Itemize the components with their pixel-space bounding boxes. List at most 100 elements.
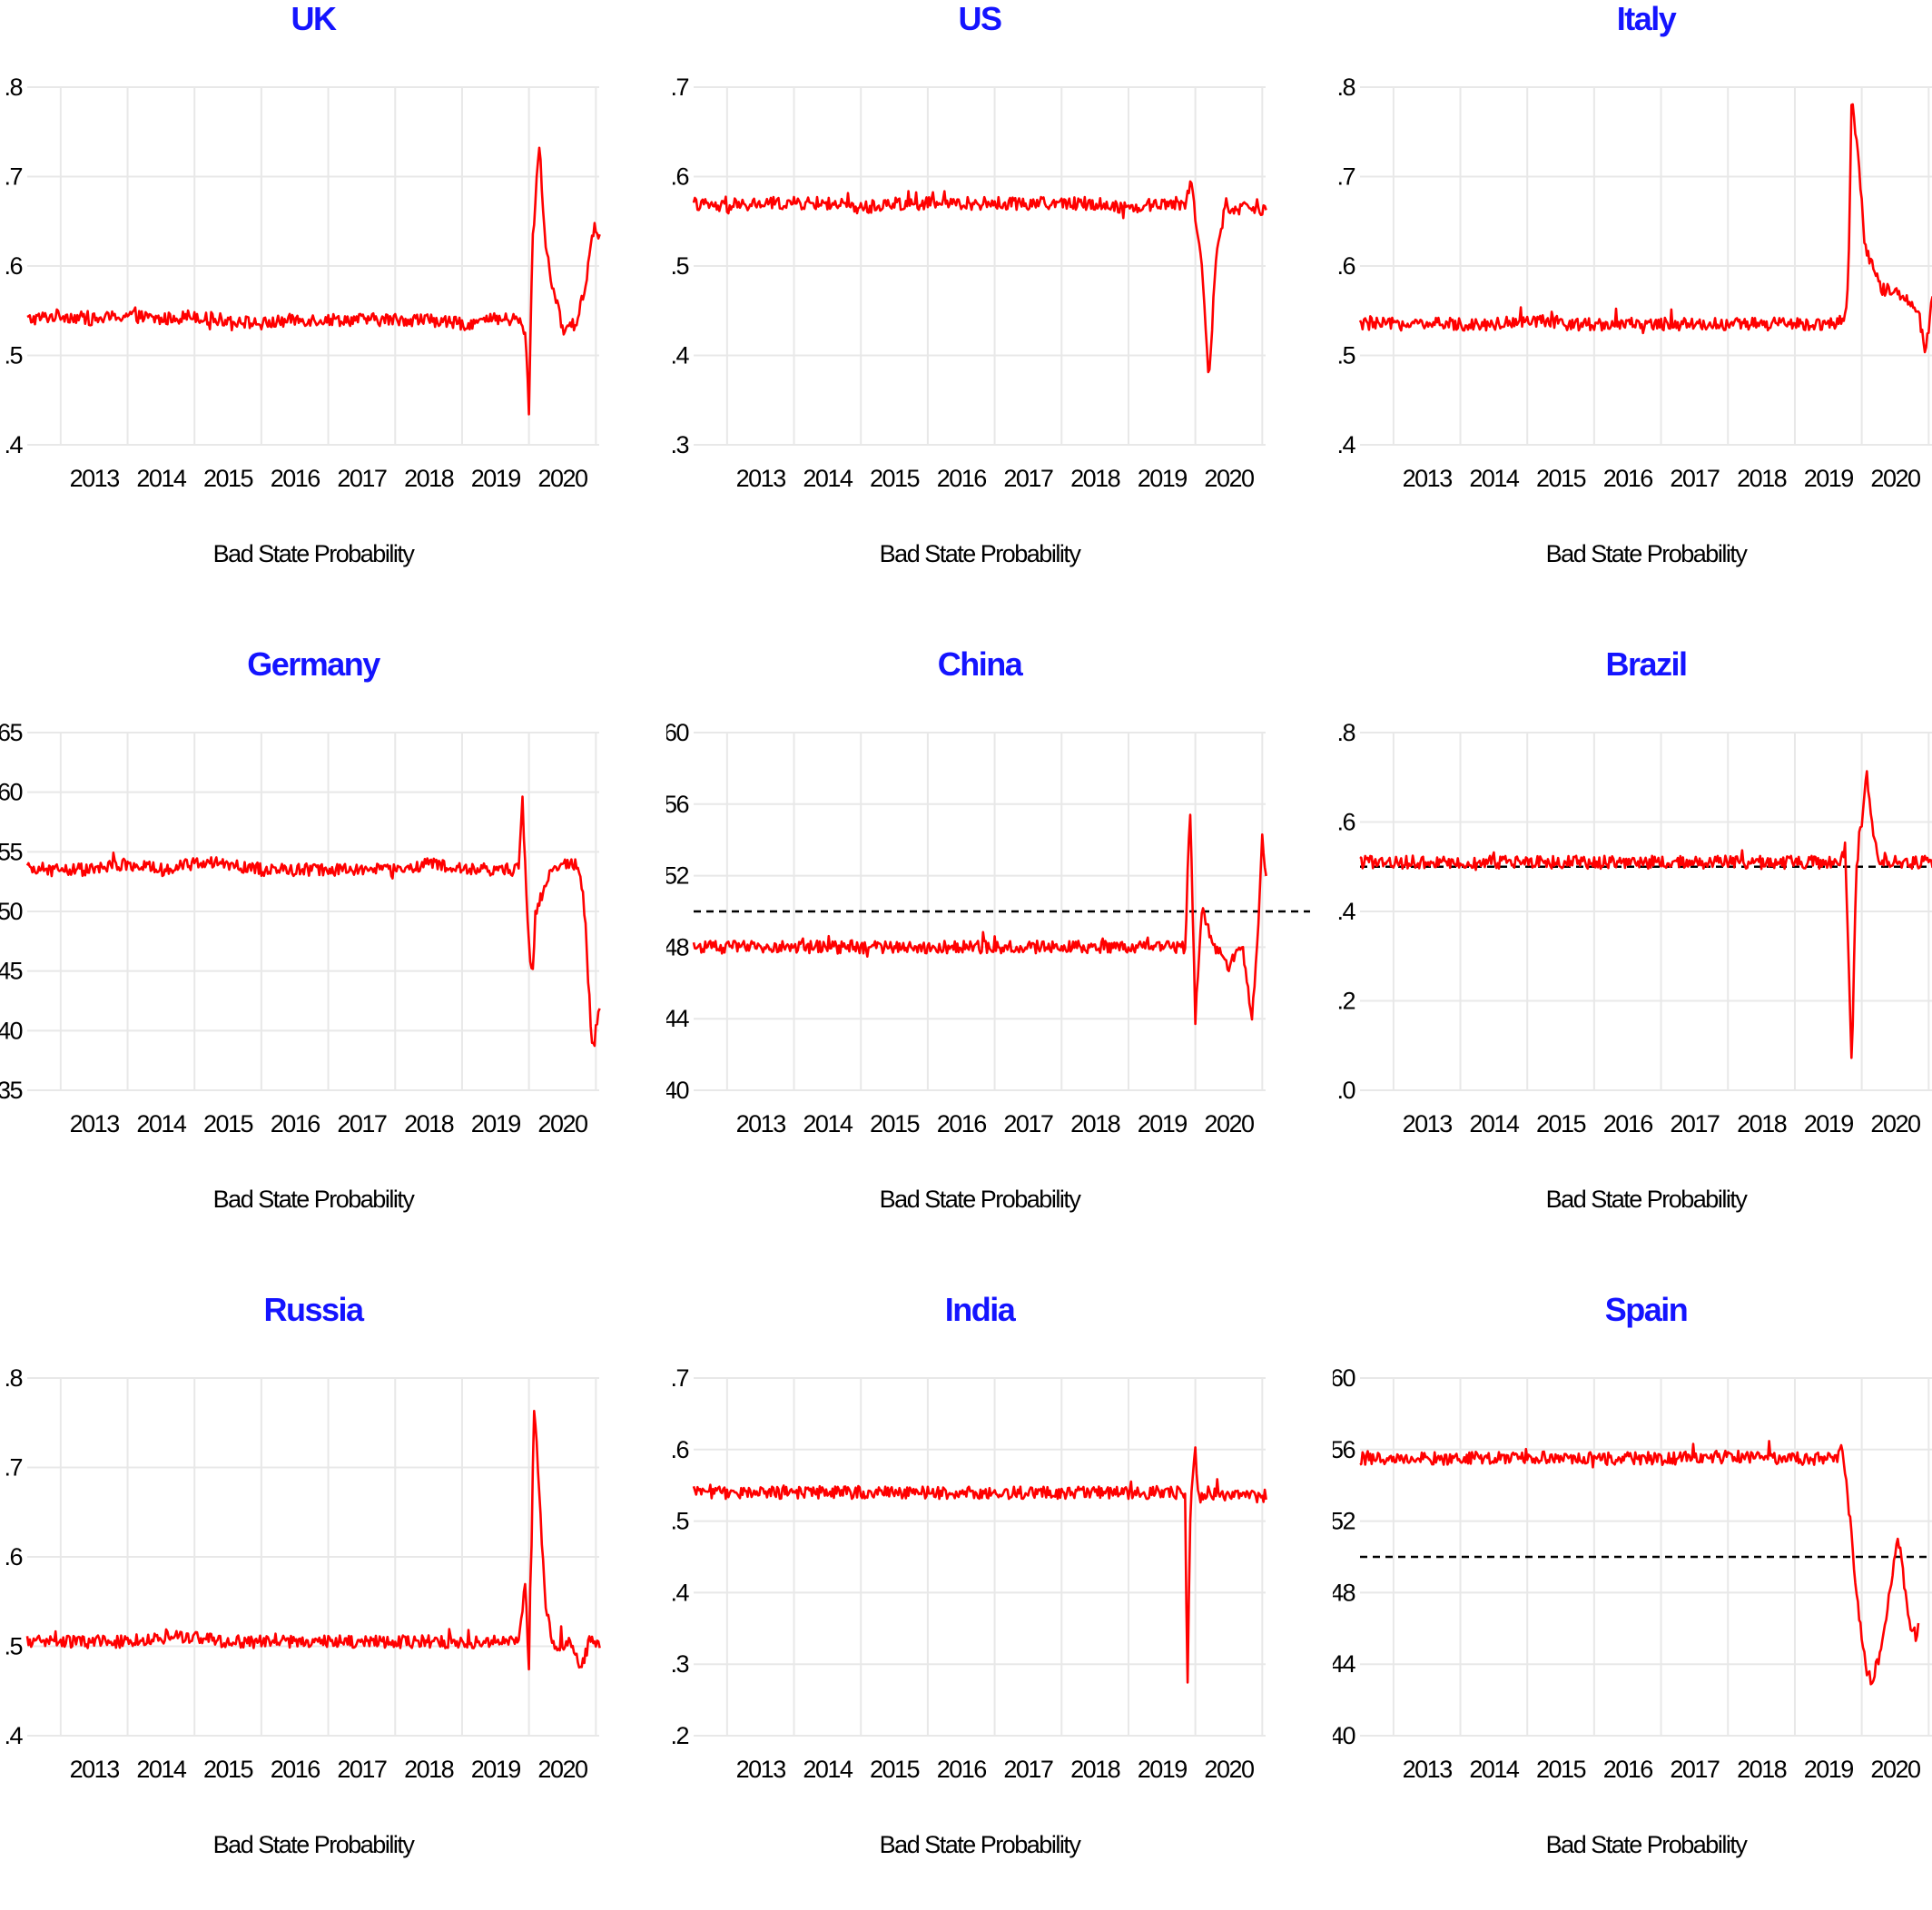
chart-title: China	[937, 645, 1023, 683]
y-tick-label: .5	[1336, 342, 1355, 369]
chart-plot: .3 .4 .5 .6 .7 2013 2014 2015 2016 2017 2018 2019 20…	[670, 74, 1267, 567]
x-tick-label: 2013	[1403, 1756, 1453, 1783]
chart-panel-china: China .40 .44 .48 .52 .56 .60 2013 2014 2015 2016 2…	[666, 645, 1310, 1265]
y-tick-label: .6	[670, 1436, 688, 1463]
x-tick-label: 2013	[736, 1756, 786, 1783]
chart-plot: .35 .40 .45 .50 .55 .60 .65 2013 2014 2015 2016 201…	[0, 719, 601, 1213]
y-tick-label: .7	[4, 163, 22, 191]
y-tick-label: .4	[1336, 431, 1355, 458]
chart-title: India	[944, 1291, 1016, 1328]
x-tick-label: 2020	[1870, 465, 1920, 492]
x-tick-label: 2015	[1536, 465, 1586, 492]
x-tick-label: 2018	[404, 1110, 454, 1137]
y-tick-label: .5	[4, 1633, 22, 1660]
y-tick-label: .5	[670, 1508, 688, 1535]
y-tick-label: .4	[670, 342, 689, 369]
series-line	[692, 180, 1267, 374]
x-tick-label: 2017	[337, 1110, 387, 1137]
y-tick-label: .40	[666, 1077, 688, 1104]
x-tick-label: 2014	[803, 1756, 853, 1783]
x-tick-label: 2020	[1204, 1110, 1254, 1137]
y-tick-label: .3	[670, 1650, 688, 1678]
series-line	[1359, 770, 1932, 1059]
series-line	[1359, 1440, 1920, 1686]
chart-plot: .2 .3 .4 .5 .6 .7 2013 2014 2015 2016 2017 2018 2019…	[670, 1364, 1267, 1858]
chart-title: Spain	[1604, 1291, 1689, 1328]
y-tick-label: .60	[0, 779, 22, 806]
x-tick-label: 2013	[70, 465, 120, 492]
x-tick-label: 2013	[70, 1756, 120, 1783]
y-tick-label: .50	[0, 898, 22, 925]
y-tick-label: .6	[670, 163, 688, 191]
chart-grid: UK .4 .5 .6 .7 .8 2013 2014 2015 2016 2017 2018 2019…	[0, 0, 1932, 1858]
y-tick-label: .4	[4, 431, 23, 458]
x-tick-label: 2017	[1003, 1110, 1053, 1137]
x-tick-label: 2015	[203, 1756, 253, 1783]
x-tick-label: 2020	[537, 465, 587, 492]
chart-title: UK	[291, 0, 338, 37]
x-tick-label: 2020	[1204, 1756, 1254, 1783]
series-line	[25, 795, 601, 1048]
chart-caption: Bad State Probability	[1546, 1186, 1749, 1213]
x-tick-label: 2016	[271, 1110, 320, 1137]
x-tick-label: 2016	[937, 465, 987, 492]
x-tick-label: 2018	[1070, 1756, 1120, 1783]
x-tick-label: 2016	[271, 1756, 320, 1783]
chart-title: US	[958, 0, 1002, 37]
x-tick-label: 2019	[471, 465, 521, 492]
x-tick-label: 2020	[537, 1756, 587, 1783]
chart-panel-russia: Russia .4 .5 .6 .7 .8 2013 2014 2015 2016 2017 2018…	[0, 1291, 644, 1910]
x-tick-label: 2017	[1670, 465, 1720, 492]
x-tick-label: 2014	[136, 1756, 187, 1783]
y-tick-label: .55	[0, 838, 22, 865]
chart-caption: Bad State Probability	[213, 1186, 416, 1213]
chart-plot: .4 .5 .6 .7 .8 2013 2014 2015 2016 2017 2018 2019 20…	[4, 74, 601, 567]
chart-caption: Bad State Probability	[213, 540, 416, 567]
x-tick-label: 2015	[1536, 1110, 1586, 1137]
chart-panel-brazil: Brazil .0 .2 .4 .6 .8 2013 2014 2015 2016 2017 2018…	[1333, 645, 1932, 1265]
y-tick-label: .60	[666, 719, 688, 746]
chart-plot: .0 .2 .4 .6 .8 2013 2014 2015 2016 2017 2018 2019 20…	[1336, 719, 1932, 1213]
y-tick-label: .2	[1336, 988, 1355, 1015]
y-tick-label: .7	[4, 1454, 22, 1482]
y-tick-label: .65	[0, 719, 22, 746]
x-tick-label: 2017	[337, 465, 387, 492]
x-tick-label: 2017	[1670, 1110, 1720, 1137]
y-tick-label: .4	[4, 1722, 23, 1749]
x-tick-label: 2018	[1737, 465, 1787, 492]
chart-panel-spain: Spain .40 .44 .48 .52 .56 .60 2013 2014 2015 2016 2…	[1333, 1291, 1932, 1910]
chart-panel-germany: Germany .35 .40 .45 .50 .55 .60 .65 2013 2014 2015…	[0, 645, 644, 1265]
y-tick-label: .6	[1336, 809, 1355, 836]
x-tick-label: 2014	[1469, 1110, 1520, 1137]
chart-panel-italy: Italy .4 .5 .6 .7 .8 2013 2014 2015 2016 2017 2018 2…	[1333, 0, 1932, 619]
x-tick-label: 2020	[537, 1110, 587, 1137]
y-tick-label: .3	[670, 431, 688, 458]
y-tick-label: .4	[670, 1579, 689, 1606]
x-tick-label: 2017	[1670, 1756, 1720, 1783]
x-tick-label: 2013	[1403, 465, 1453, 492]
y-tick-label: .60	[1333, 1364, 1355, 1392]
series-line	[692, 813, 1267, 1026]
x-tick-label: 2017	[1003, 1756, 1053, 1783]
chart-plot: .4 .5 .6 .7 .8 2013 2014 2015 2016 2017 2018 2019 20…	[1336, 74, 1932, 567]
chart-caption: Bad State Probability	[1546, 540, 1749, 567]
chart-panel-uk: UK .4 .5 .6 .7 .8 2013 2014 2015 2016 2017 2018 2019…	[0, 0, 644, 619]
x-tick-label: 2018	[404, 1756, 454, 1783]
x-tick-label: 2018	[1737, 1110, 1787, 1137]
y-tick-label: .8	[1336, 719, 1355, 746]
y-tick-label: .48	[1333, 1579, 1355, 1606]
y-tick-label: .5	[4, 342, 22, 369]
x-tick-label: 2017	[337, 1756, 387, 1783]
x-tick-label: 2019	[471, 1110, 521, 1137]
chart-panel-us: US .3 .4 .5 .6 .7 2013 2014 2015 2016 2017 2018 2019…	[666, 0, 1310, 619]
x-tick-label: 2015	[203, 465, 253, 492]
x-tick-label: 2016	[937, 1756, 987, 1783]
y-tick-label: .40	[1333, 1722, 1355, 1749]
chart-caption: Bad State Probability	[880, 540, 1082, 567]
y-tick-label: .5	[670, 252, 688, 280]
series-line	[25, 1410, 601, 1671]
y-tick-label: .35	[0, 1077, 22, 1104]
chart-title: Brazil	[1605, 645, 1688, 683]
y-tick-label: .44	[666, 1005, 689, 1032]
y-tick-label: .6	[4, 1543, 22, 1570]
